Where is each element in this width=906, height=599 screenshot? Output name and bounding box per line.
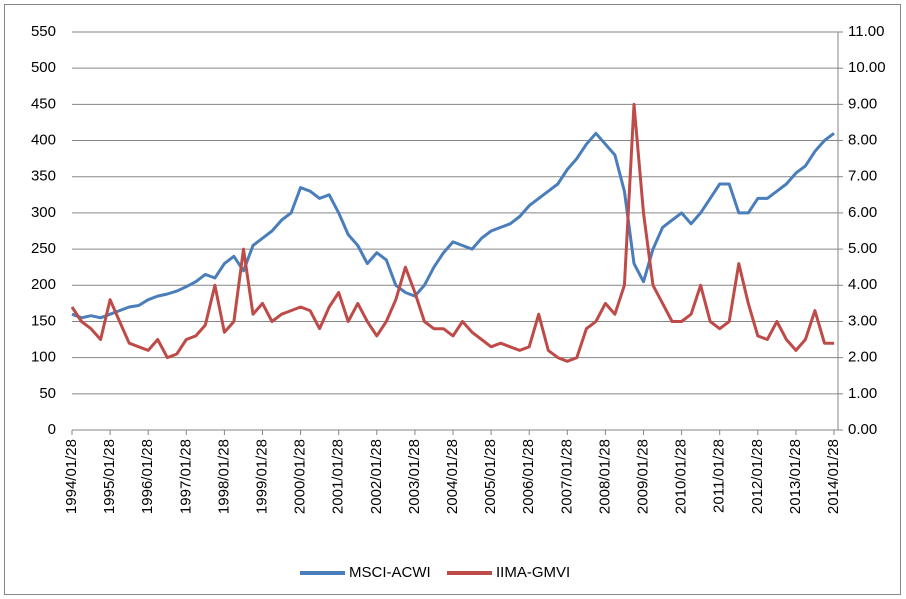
x-tick-label: 1995/01/28 — [101, 439, 118, 514]
x-tick-label: 2008/01/28 — [596, 439, 613, 514]
y-tick-label: 300 — [31, 204, 56, 221]
chart-frame — [4, 4, 901, 595]
x-tick-label: 2014/01/28 — [825, 439, 842, 514]
x-tick-label: 2009/01/28 — [634, 439, 651, 514]
y-tick-label: 400 — [31, 132, 56, 149]
x-tick-label: 2004/01/28 — [444, 439, 461, 514]
x-tick-label: 2006/01/28 — [520, 439, 537, 514]
y-tick-label: 450 — [31, 95, 56, 112]
x-tick-label: 2011/01/28 — [711, 439, 728, 513]
y2-tick-label: 2.00 — [848, 349, 877, 366]
x-tick-label: 2002/01/28 — [368, 439, 385, 514]
x-tick-label: 2005/01/28 — [482, 439, 499, 514]
x-tick-label: 2013/01/28 — [787, 439, 804, 514]
series-line — [71, 131, 835, 320]
y-tick-label: 500 — [31, 59, 56, 76]
y2-tick-label: 5.00 — [848, 240, 877, 257]
y2-tick-label: 1.00 — [848, 385, 877, 402]
x-tick-label: 2001/01/28 — [330, 439, 347, 514]
y-tick-label: 150 — [31, 312, 56, 329]
y-tick-label: 200 — [31, 276, 56, 293]
y-tick-label: 0 — [48, 421, 56, 438]
y-tick-label: 550 — [31, 23, 56, 40]
x-tick-label: 2003/01/28 — [406, 439, 423, 514]
y2-tick-label: 9.00 — [848, 95, 877, 112]
x-tick-label: 1996/01/28 — [139, 439, 156, 514]
x-tick-label: 2010/01/28 — [673, 439, 690, 514]
y2-tick-label: 11.00 — [848, 23, 884, 40]
y2-tick-label: 10.00 — [848, 59, 886, 76]
y-tick-label: 100 — [31, 349, 56, 366]
x-tick-label: 1999/01/28 — [253, 439, 270, 514]
x-tick-label: 2012/01/28 — [749, 439, 766, 514]
y-tick-label: 250 — [31, 240, 56, 257]
legend-label: IIMA-GMVI — [496, 564, 570, 581]
y2-tick-label: 7.00 — [848, 168, 877, 185]
x-tick-label: 1997/01/28 — [177, 439, 194, 514]
y-tick-label: 50 — [39, 385, 56, 402]
y2-tick-label: 4.00 — [848, 276, 877, 293]
y-tick-label: 350 — [31, 168, 56, 185]
y2-tick-label: 3.00 — [848, 312, 877, 329]
x-tick-label: 2007/01/28 — [558, 439, 575, 514]
series-line — [70, 102, 834, 363]
x-tick-label: 1998/01/28 — [215, 439, 232, 514]
y2-tick-label: 6.00 — [848, 204, 877, 221]
x-tick-label: 1994/01/28 — [63, 439, 80, 514]
legend-label: MSCI-ACWI — [349, 564, 431, 581]
x-tick-label: 2000/01/28 — [292, 439, 309, 514]
y2-tick-label: 8.00 — [848, 132, 877, 149]
y2-tick-label: 0.00 — [848, 421, 877, 438]
